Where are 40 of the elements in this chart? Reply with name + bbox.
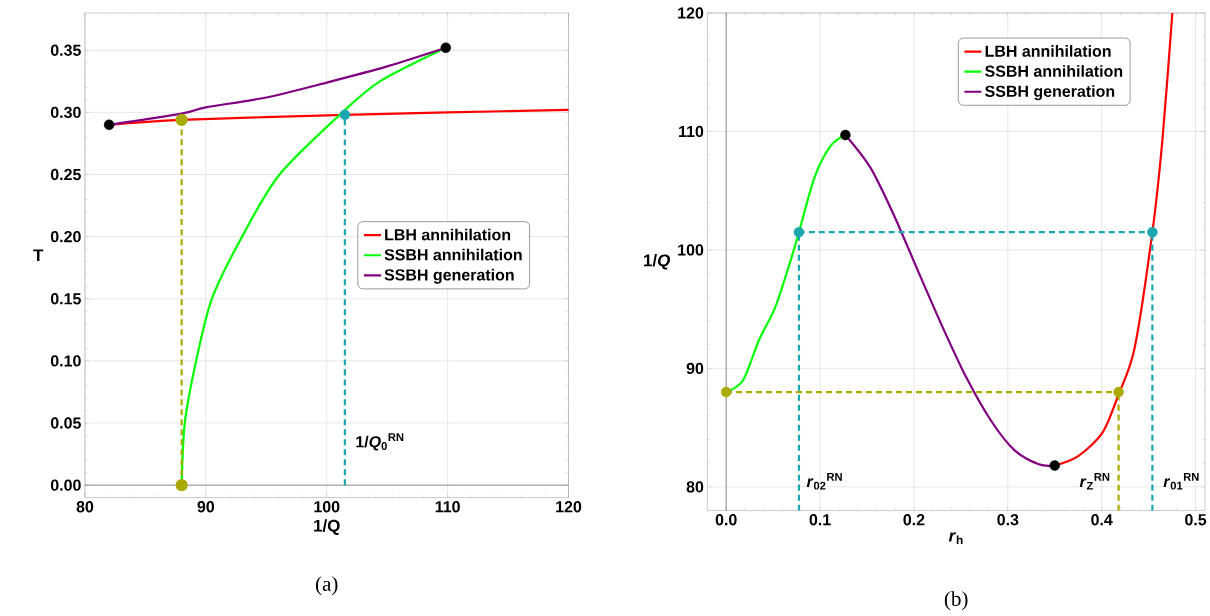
x-tick-label: 0.2 — [903, 513, 925, 526]
legend-label: SSBH generation — [384, 268, 514, 284]
annotation: r$_{01}$RN — [1163, 472, 1199, 490]
legend-label: SSBH annihilation — [985, 64, 1123, 77]
y-tick-label: 0.20 — [50, 230, 81, 243]
y-tick-label: 90 — [686, 362, 704, 374]
x-tick-label: 0.0 — [715, 513, 737, 526]
y-tick-label: 100 — [678, 244, 704, 256]
y-tick-label: 0.25 — [50, 168, 81, 180]
legend-label: SSBH annihilation — [384, 248, 522, 261]
annotation: r$_{Z}$RN — [1079, 472, 1110, 490]
legend-label: LBH annihilation — [985, 44, 1111, 57]
y-axis-title: 1/Q — [644, 253, 671, 270]
text: (b) — [944, 590, 968, 610]
annotation: r$_{02}$RN — [806, 472, 842, 490]
x-tick-label: 0.4 — [1091, 513, 1113, 526]
x-axis-title: r$_{h}$ — [948, 532, 963, 544]
x-axis-title: 1/Q — [314, 519, 340, 535]
x-tick-label: 110 — [435, 500, 460, 513]
x-tick-label: 120 — [556, 500, 582, 513]
y-tick-label: 80 — [686, 480, 704, 493]
y-tick-label: 0.05 — [50, 417, 81, 429]
x-tick-label: 0.5 — [1185, 513, 1207, 526]
x-tick-label: 90 — [197, 500, 215, 513]
y-tick-label: 0.00 — [50, 479, 81, 491]
x-tick-label: 0.1 — [809, 513, 831, 526]
y-axis-title: T — [33, 249, 44, 261]
annotation: 1/Q$_{0}$RN — [356, 433, 404, 451]
legend-label: LBH annihilation — [385, 228, 511, 241]
y-tick-label: 0.35 — [50, 44, 81, 56]
y-tick-label: 0.10 — [50, 355, 81, 367]
x-tick-label: 0.3 — [997, 513, 1019, 526]
x-tick-label: 100 — [314, 500, 340, 513]
y-tick-label: 110 — [679, 125, 704, 137]
text: (a) — [316, 575, 338, 595]
legend-label: SSBH generation — [985, 84, 1115, 100]
y-tick-label: 120 — [678, 7, 704, 19]
x-tick-label: 80 — [76, 500, 94, 513]
y-tick-label: 0.15 — [50, 292, 81, 305]
y-tick-label: 0.30 — [50, 106, 81, 118]
